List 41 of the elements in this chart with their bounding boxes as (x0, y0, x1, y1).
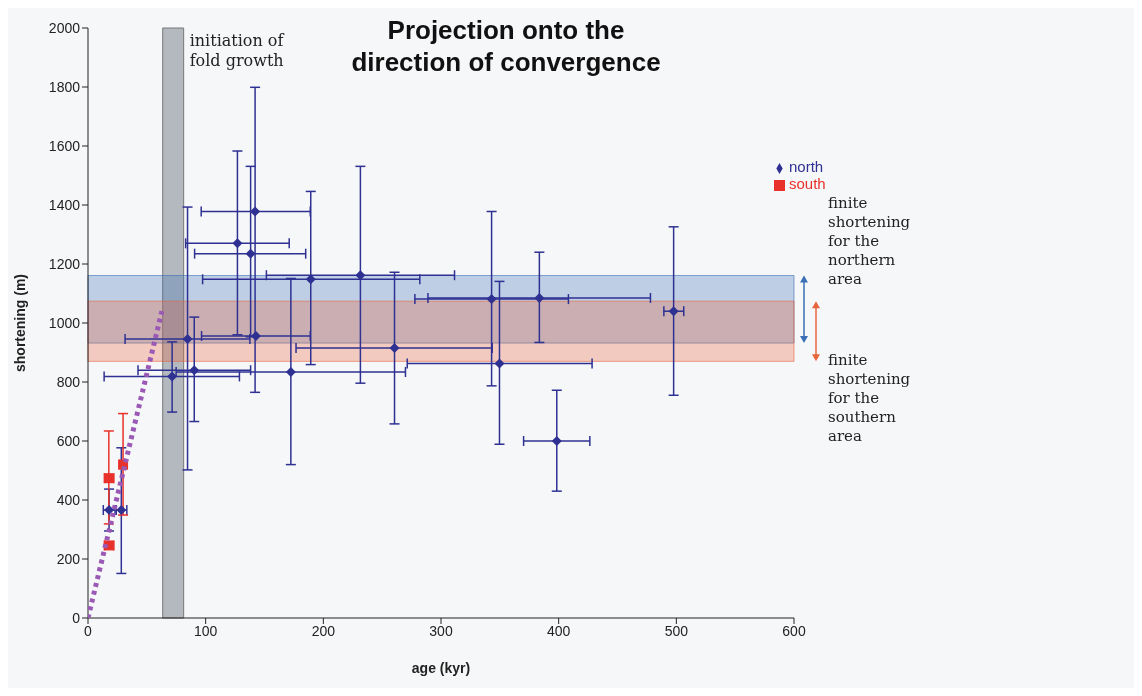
y-axis-title: shortening (m) (11, 274, 28, 372)
x-axis-title: age (kyr) (411, 659, 471, 676)
point (189, 365, 200, 376)
point (551, 436, 562, 446)
x-tick-label: 0 (84, 622, 93, 639)
y-tick-label: 800 (56, 373, 81, 390)
y-tick-label: 1800 (48, 78, 81, 95)
y-tick-label: 1000 (48, 314, 81, 331)
point (232, 238, 243, 249)
point (494, 358, 505, 369)
point (285, 366, 296, 377)
x-tick-label: 200 (311, 622, 336, 639)
y-tick-label: 0 (72, 609, 81, 626)
y-tick-label: 1600 (48, 137, 81, 154)
point (305, 274, 316, 285)
x-tick-label: 400 (546, 622, 571, 639)
point (250, 206, 261, 217)
legend-label: finite shortening for the southern area (828, 351, 911, 446)
point (167, 371, 178, 382)
y-tick-label: 2000 (48, 19, 81, 36)
y-tick-label: 200 (56, 550, 81, 567)
point (534, 292, 545, 303)
chart-title: Projection onto the direction of convergence (350, 14, 662, 78)
band-label: initiation of fold growth (189, 31, 285, 70)
point (245, 248, 256, 259)
point (182, 333, 193, 344)
x-tick-label: 100 (193, 622, 218, 639)
y-tick-label: 400 (56, 491, 81, 508)
band-label: finite shortening for the northern area (828, 193, 911, 288)
x-tick-label: 300 (429, 622, 453, 639)
legend-label: south (789, 175, 826, 192)
point (389, 343, 400, 354)
y-tick-label: 600 (56, 432, 81, 449)
legend-label: north (789, 158, 824, 175)
x-tick-label: 600 (782, 622, 806, 639)
y-tick-label: 1400 (48, 196, 81, 213)
point (486, 294, 497, 305)
point (668, 306, 679, 317)
x-tick-label: 500 (664, 622, 689, 639)
y-tick-label: 1200 (48, 255, 81, 272)
point (250, 330, 261, 341)
